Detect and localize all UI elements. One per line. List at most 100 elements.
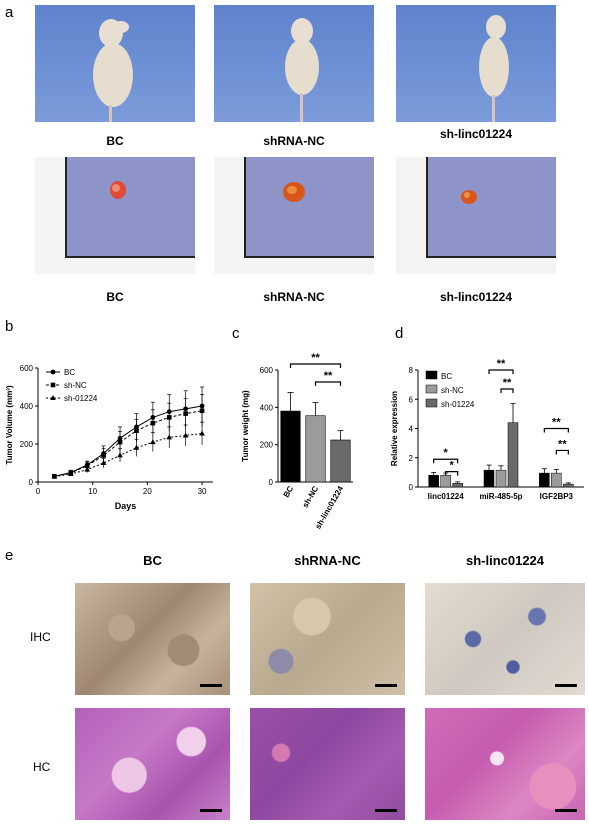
x-tick-label: 30	[198, 487, 207, 496]
scale-bar	[555, 809, 577, 812]
mouse-photo-sh-linc01224	[396, 5, 556, 122]
y-tick-label: 6	[409, 395, 414, 404]
y-tick-label: 0	[409, 483, 414, 492]
hc-image-shrna-nc	[250, 708, 405, 820]
ruler	[214, 257, 374, 274]
y-tick-label: 0	[269, 478, 274, 487]
bar-BC-IGF2BP3	[539, 472, 550, 488]
tumor-photo-bc	[35, 157, 195, 274]
bar-sh-linc01224	[330, 439, 351, 483]
x-tick-label: BC	[282, 484, 296, 499]
data-point	[150, 439, 156, 445]
significance-label: **	[552, 417, 561, 429]
mouse-photo-shrna-nc	[214, 5, 374, 122]
panel-label-c: c	[232, 325, 240, 342]
panel-label-a: a	[5, 4, 14, 21]
bar-sh-01224-miR-485-5p	[507, 422, 519, 488]
data-point	[199, 408, 205, 414]
y-axis-label: Tumor Volume (mm³)	[5, 385, 14, 465]
legend-marker	[50, 382, 56, 388]
data-point	[101, 453, 106, 458]
x-tick-label: miR-485-5p	[479, 492, 522, 501]
histology-column-title-bc: BC	[143, 553, 162, 568]
tumor-caption-shrna-nc: shRNA-NC	[263, 290, 325, 304]
panel-label-b: b	[5, 318, 14, 335]
ihc-image-bc	[75, 583, 230, 695]
y-axis-label: Tumor weight (mg)	[241, 390, 250, 462]
histology-column-title-sh-linc01224: sh-linc01224	[465, 553, 545, 568]
y-tick-label: 400	[260, 403, 274, 412]
bar-BC	[280, 410, 301, 483]
legend-label: BC	[441, 372, 452, 381]
ruler	[35, 257, 195, 274]
tumor-caption-sh-linc01224: sh-linc01224	[439, 290, 513, 304]
scale-bar	[200, 684, 222, 687]
x-tick-label: 20	[143, 487, 152, 496]
y-tick-label: 600	[260, 366, 274, 375]
bar-sh-01224-linc01224	[452, 483, 463, 488]
hc-image-sh-linc01224	[425, 708, 585, 820]
y-tick-label: 400	[20, 402, 34, 411]
significance-label: **	[558, 438, 567, 450]
significance-label: **	[503, 377, 512, 389]
scale-bar	[375, 684, 397, 687]
significance-label: **	[497, 358, 506, 370]
data-point	[150, 420, 156, 426]
relative-expression-bar-chart: 0 2 4 6 8 Relative expression linc01224 miR-485…	[390, 358, 584, 501]
ihc-image-sh-linc01224	[425, 583, 585, 695]
tumor-mass	[110, 181, 126, 199]
ruler	[35, 157, 65, 274]
significance-bracket	[500, 388, 514, 394]
mouse-photo-bc	[35, 5, 195, 122]
significance-bracket	[543, 427, 569, 433]
mouse-silhouette	[285, 18, 319, 122]
data-point	[133, 444, 140, 450]
bar-BC-linc01224	[428, 475, 439, 488]
data-point	[68, 471, 74, 477]
x-axis-label: Days	[115, 501, 137, 511]
mouse-silhouette	[479, 15, 509, 122]
bar-sh-NC-IGF2BP3	[551, 472, 562, 488]
y-tick-label: 600	[20, 364, 34, 373]
significance-bracket	[433, 458, 459, 464]
y-tick-label: 2	[409, 454, 414, 463]
legend-label: sh-01224	[441, 400, 475, 409]
legend-marker	[50, 369, 56, 375]
mouse-caption-sh-linc01224: sh-linc01224	[439, 127, 513, 141]
scale-bar	[555, 684, 577, 687]
x-tick-label: linc01224	[428, 492, 465, 501]
bar-sh-NC-miR-485-5p	[495, 469, 507, 488]
bar-BC-miR-485-5p	[483, 469, 495, 488]
significance-label: **	[324, 370, 333, 382]
tumor-mass	[283, 182, 305, 202]
data-point	[117, 439, 123, 445]
significance-label: *	[444, 447, 449, 459]
tumor-caption-bc: BC	[106, 290, 124, 304]
data-point	[199, 430, 205, 436]
mouse-silhouette	[93, 19, 133, 122]
data-point	[182, 432, 189, 438]
legend-swatch	[425, 370, 438, 380]
legend-swatch	[425, 398, 438, 408]
panel-label-d: d	[395, 325, 404, 342]
data-point	[117, 452, 123, 458]
data-point	[100, 460, 107, 465]
x-tick-label: IGF2BP3	[540, 492, 574, 501]
data-point	[166, 434, 173, 440]
significance-bracket	[445, 471, 459, 476]
y-tick-label: 0	[29, 478, 34, 487]
ruler	[214, 157, 244, 274]
data-point	[166, 415, 172, 420]
y-tick-label: 8	[409, 366, 414, 375]
x-tick-label: sh-NC	[301, 484, 321, 509]
significance-label: **	[311, 352, 320, 364]
tumor-photo-sh-linc01224	[396, 157, 556, 274]
legend-label: sh-NC	[441, 386, 464, 395]
y-tick-label: 200	[20, 440, 34, 449]
y-tick-label: 200	[260, 441, 274, 450]
ruler	[396, 157, 426, 274]
ruler	[396, 257, 556, 274]
bar-sh-01224-IGF2BP3	[563, 483, 574, 488]
data-point	[84, 466, 91, 472]
series-line-sh-01224	[54, 433, 203, 478]
